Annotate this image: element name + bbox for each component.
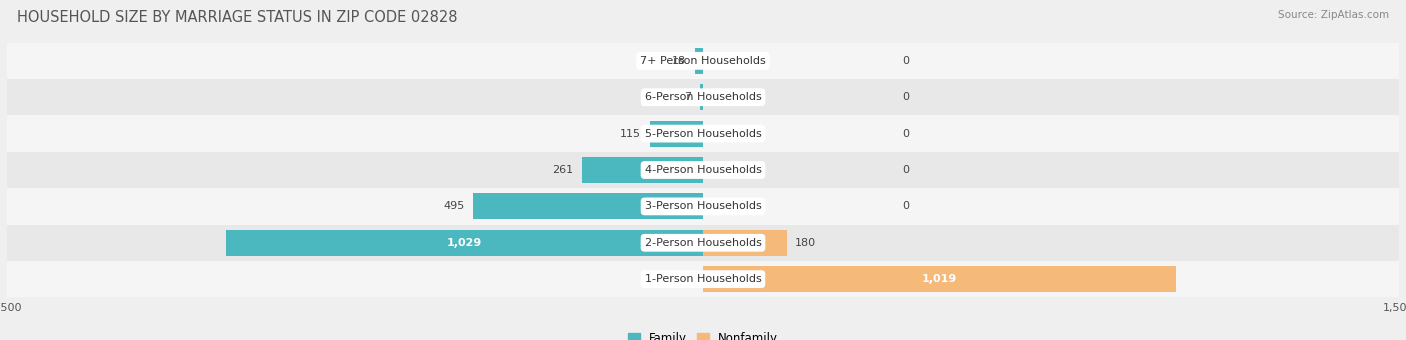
Text: 180: 180 [794,238,815,248]
Text: 6-Person Households: 6-Person Households [644,92,762,102]
Bar [7,261,1399,298]
Text: 7+ Person Households: 7+ Person Households [640,56,766,66]
Text: 495: 495 [444,201,465,211]
Bar [703,266,1175,292]
Bar [225,230,703,256]
Text: 0: 0 [903,201,910,211]
Bar [7,79,1399,115]
Text: 0: 0 [903,165,910,175]
Text: 0: 0 [903,56,910,66]
Bar [474,193,703,220]
Bar [703,230,786,256]
Bar [7,225,1399,261]
Text: 115: 115 [620,129,641,139]
Bar [7,42,1399,79]
Bar [695,48,703,74]
Text: 0: 0 [903,129,910,139]
Text: 1-Person Households: 1-Person Households [644,274,762,284]
Text: HOUSEHOLD SIZE BY MARRIAGE STATUS IN ZIP CODE 02828: HOUSEHOLD SIZE BY MARRIAGE STATUS IN ZIP… [17,10,457,25]
Text: 4-Person Households: 4-Person Households [644,165,762,175]
Bar [582,157,703,183]
Text: 261: 261 [553,165,574,175]
Text: 3-Person Households: 3-Person Households [644,201,762,211]
Bar [7,115,1399,152]
Legend: Family, Nonfamily: Family, Nonfamily [623,328,783,340]
Bar [650,120,703,147]
Bar [700,84,703,110]
Text: 5-Person Households: 5-Person Households [644,129,762,139]
Text: 2-Person Households: 2-Person Households [644,238,762,248]
Text: 1,019: 1,019 [922,274,957,284]
Bar [7,188,1399,225]
Text: 7: 7 [685,92,692,102]
Text: 1,029: 1,029 [447,238,482,248]
Text: Source: ZipAtlas.com: Source: ZipAtlas.com [1278,10,1389,20]
Text: 0: 0 [903,92,910,102]
Bar [7,152,1399,188]
Text: 18: 18 [672,56,686,66]
